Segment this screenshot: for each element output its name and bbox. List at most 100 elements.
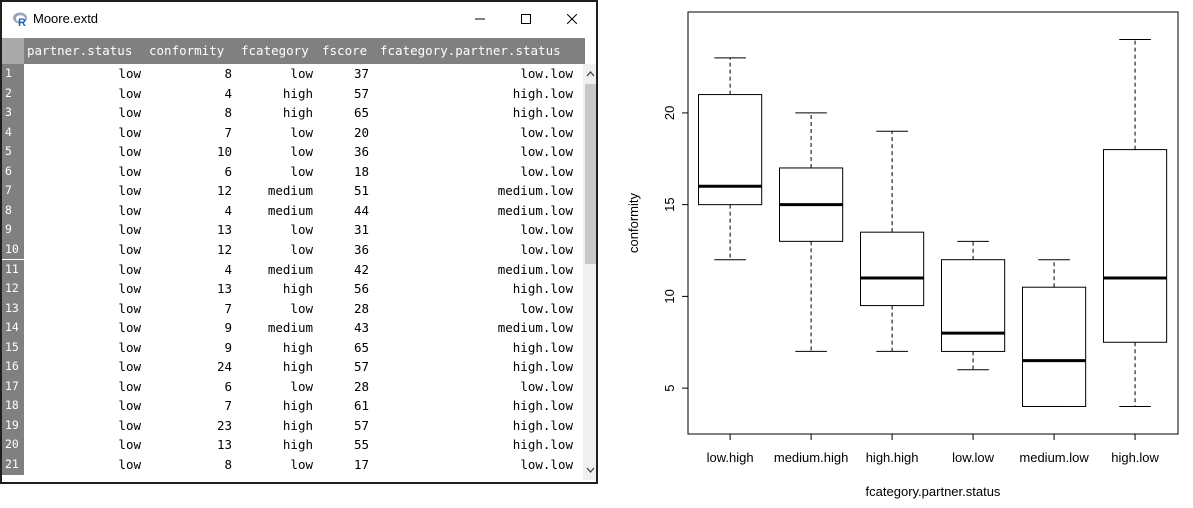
cell-conformity[interactable]: 8 <box>224 66 232 81</box>
table-row[interactable]: 8 low 4 medium 44 medium.low <box>2 200 585 221</box>
cell-fcategory[interactable]: medium <box>267 183 313 199</box>
cell-conformity[interactable]: 13 <box>216 222 232 238</box>
cell-fcategory[interactable]: low <box>290 66 313 81</box>
column-header-fcategory[interactable]: fcategory <box>241 43 309 58</box>
column-header-partner-status[interactable]: partner.status <box>27 43 133 58</box>
cell-fscore[interactable]: 42 <box>353 261 369 277</box>
cell-fcategory-partner-status[interactable]: high.low <box>512 339 573 355</box>
close-button[interactable] <box>554 6 590 32</box>
cell-partner-status[interactable]: low <box>118 144 141 160</box>
cell-fscore[interactable]: 36 <box>353 241 369 257</box>
cell-fscore[interactable]: 28 <box>353 378 369 394</box>
cell-fscore[interactable]: 36 <box>353 144 369 160</box>
cell-fscore[interactable]: 57 <box>353 359 369 375</box>
cell-fscore[interactable]: 37 <box>353 66 369 81</box>
cell-fcategory-partner-status[interactable]: high.low <box>512 417 573 433</box>
data-grid[interactable]: partner.status conformity fcategory fsco… <box>2 38 585 482</box>
row-number[interactable]: 12 <box>2 279 24 299</box>
cell-fscore[interactable]: 57 <box>353 85 369 101</box>
row-number[interactable]: 1 <box>2 64 24 84</box>
cell-partner-status[interactable]: low <box>118 281 141 297</box>
cell-fcategory[interactable]: low <box>290 222 313 238</box>
row-number[interactable]: 19 <box>2 415 24 436</box>
cell-conformity[interactable]: 4 <box>224 261 232 277</box>
table-row[interactable]: 17 low 6 low 28 low.low <box>2 376 585 397</box>
scroll-up-icon[interactable] <box>583 66 598 82</box>
cell-partner-status[interactable]: low <box>118 241 141 257</box>
cell-conformity[interactable]: 10 <box>216 144 232 160</box>
cell-fcategory-partner-status[interactable]: low.low <box>520 66 573 81</box>
cell-fcategory[interactable]: low <box>290 457 313 472</box>
column-header-conformity[interactable]: conformity <box>149 43 225 58</box>
cell-partner-status[interactable]: low <box>118 261 141 277</box>
cell-conformity[interactable]: 8 <box>224 457 232 472</box>
cell-partner-status[interactable]: low <box>118 222 141 238</box>
cell-fcategory-partner-status[interactable]: low.low <box>520 144 573 160</box>
cell-fcategory-partner-status[interactable]: high.low <box>512 105 573 121</box>
cell-fcategory-partner-status[interactable]: medium.low <box>497 261 573 277</box>
cell-fscore[interactable]: 56 <box>353 281 369 297</box>
cell-fcategory-partner-status[interactable]: medium.low <box>497 320 573 336</box>
table-row[interactable]: 20 low 13 high 55 high.low <box>2 435 585 455</box>
cell-fcategory[interactable]: low <box>290 163 313 179</box>
table-row[interactable]: 6 low 6 low 18 low.low <box>2 161 585 182</box>
table-row[interactable]: 12 low 13 high 56 high.low <box>2 279 585 299</box>
scroll-down-icon[interactable] <box>583 462 598 478</box>
cell-conformity[interactable]: 9 <box>224 320 232 336</box>
corner-cell[interactable] <box>2 38 24 64</box>
cell-conformity[interactable]: 8 <box>224 105 232 121</box>
cell-fcategory-partner-status[interactable]: low.low <box>520 222 573 238</box>
cell-partner-status[interactable]: low <box>118 339 141 355</box>
row-number[interactable]: 16 <box>2 357 24 377</box>
row-number[interactable]: 20 <box>2 435 24 455</box>
cell-partner-status[interactable]: low <box>118 437 141 453</box>
cell-partner-status[interactable]: low <box>118 183 141 199</box>
cell-conformity[interactable]: 23 <box>216 417 232 433</box>
cell-fscore[interactable]: 44 <box>353 202 369 218</box>
cell-fcategory[interactable]: high <box>282 281 313 297</box>
cell-partner-status[interactable]: low <box>118 300 141 316</box>
cell-partner-status[interactable]: low <box>118 66 141 81</box>
table-row[interactable]: 21 low 8 low 17 low.low <box>2 455 585 475</box>
cell-conformity[interactable]: 6 <box>224 378 232 394</box>
row-number[interactable]: 6 <box>2 161 24 182</box>
cell-partner-status[interactable]: low <box>118 378 141 394</box>
title-bar[interactable]: R Moore.extd <box>2 2 596 36</box>
cell-fscore[interactable]: 28 <box>353 300 369 316</box>
table-row[interactable]: 7 low 12 medium 51 medium.low <box>2 181 585 201</box>
cell-partner-status[interactable]: low <box>118 320 141 336</box>
cell-fcategory[interactable]: low <box>290 300 313 316</box>
cell-fcategory[interactable]: low <box>290 144 313 160</box>
cell-fcategory[interactable]: high <box>282 85 313 101</box>
cell-fcategory-partner-status[interactable]: high.low <box>512 398 573 414</box>
cell-partner-status[interactable]: low <box>118 85 141 101</box>
cell-fcategory[interactable]: medium <box>267 261 313 277</box>
cell-fscore[interactable]: 51 <box>353 183 369 199</box>
row-number[interactable]: 11 <box>2 259 24 280</box>
cell-fscore[interactable]: 61 <box>353 398 369 414</box>
cell-fcategory-partner-status[interactable]: low.low <box>520 241 573 257</box>
row-number[interactable]: 15 <box>2 337 24 358</box>
column-header-fcategory-partner-status[interactable]: fcategory.partner.status <box>380 43 561 58</box>
row-number[interactable]: 2 <box>2 83 24 104</box>
cell-fcategory[interactable]: high <box>282 417 313 433</box>
row-number[interactable]: 10 <box>2 239 24 260</box>
cell-partner-status[interactable]: low <box>118 163 141 179</box>
cell-conformity[interactable]: 12 <box>216 241 232 257</box>
cell-fcategory[interactable]: low <box>290 241 313 257</box>
row-number[interactable]: 18 <box>2 396 24 416</box>
cell-fscore[interactable]: 20 <box>353 124 369 140</box>
cell-fcategory-partner-status[interactable]: medium.low <box>497 202 573 218</box>
cell-fcategory-partner-status[interactable]: low.low <box>520 457 573 472</box>
cell-fcategory[interactable]: medium <box>267 202 313 218</box>
cell-conformity[interactable]: 13 <box>216 437 232 453</box>
table-row[interactable]: 1 low 8 low 37 low.low <box>2 64 585 84</box>
cell-partner-status[interactable]: low <box>118 202 141 218</box>
table-row[interactable]: 11 low 4 medium 42 medium.low <box>2 259 585 280</box>
cell-fscore[interactable]: 31 <box>353 222 369 238</box>
row-number[interactable]: 7 <box>2 181 24 201</box>
minimize-button[interactable] <box>462 6 498 32</box>
cell-partner-status[interactable]: low <box>118 105 141 121</box>
cell-partner-status[interactable]: low <box>118 417 141 433</box>
cell-fscore[interactable]: 65 <box>353 339 369 355</box>
